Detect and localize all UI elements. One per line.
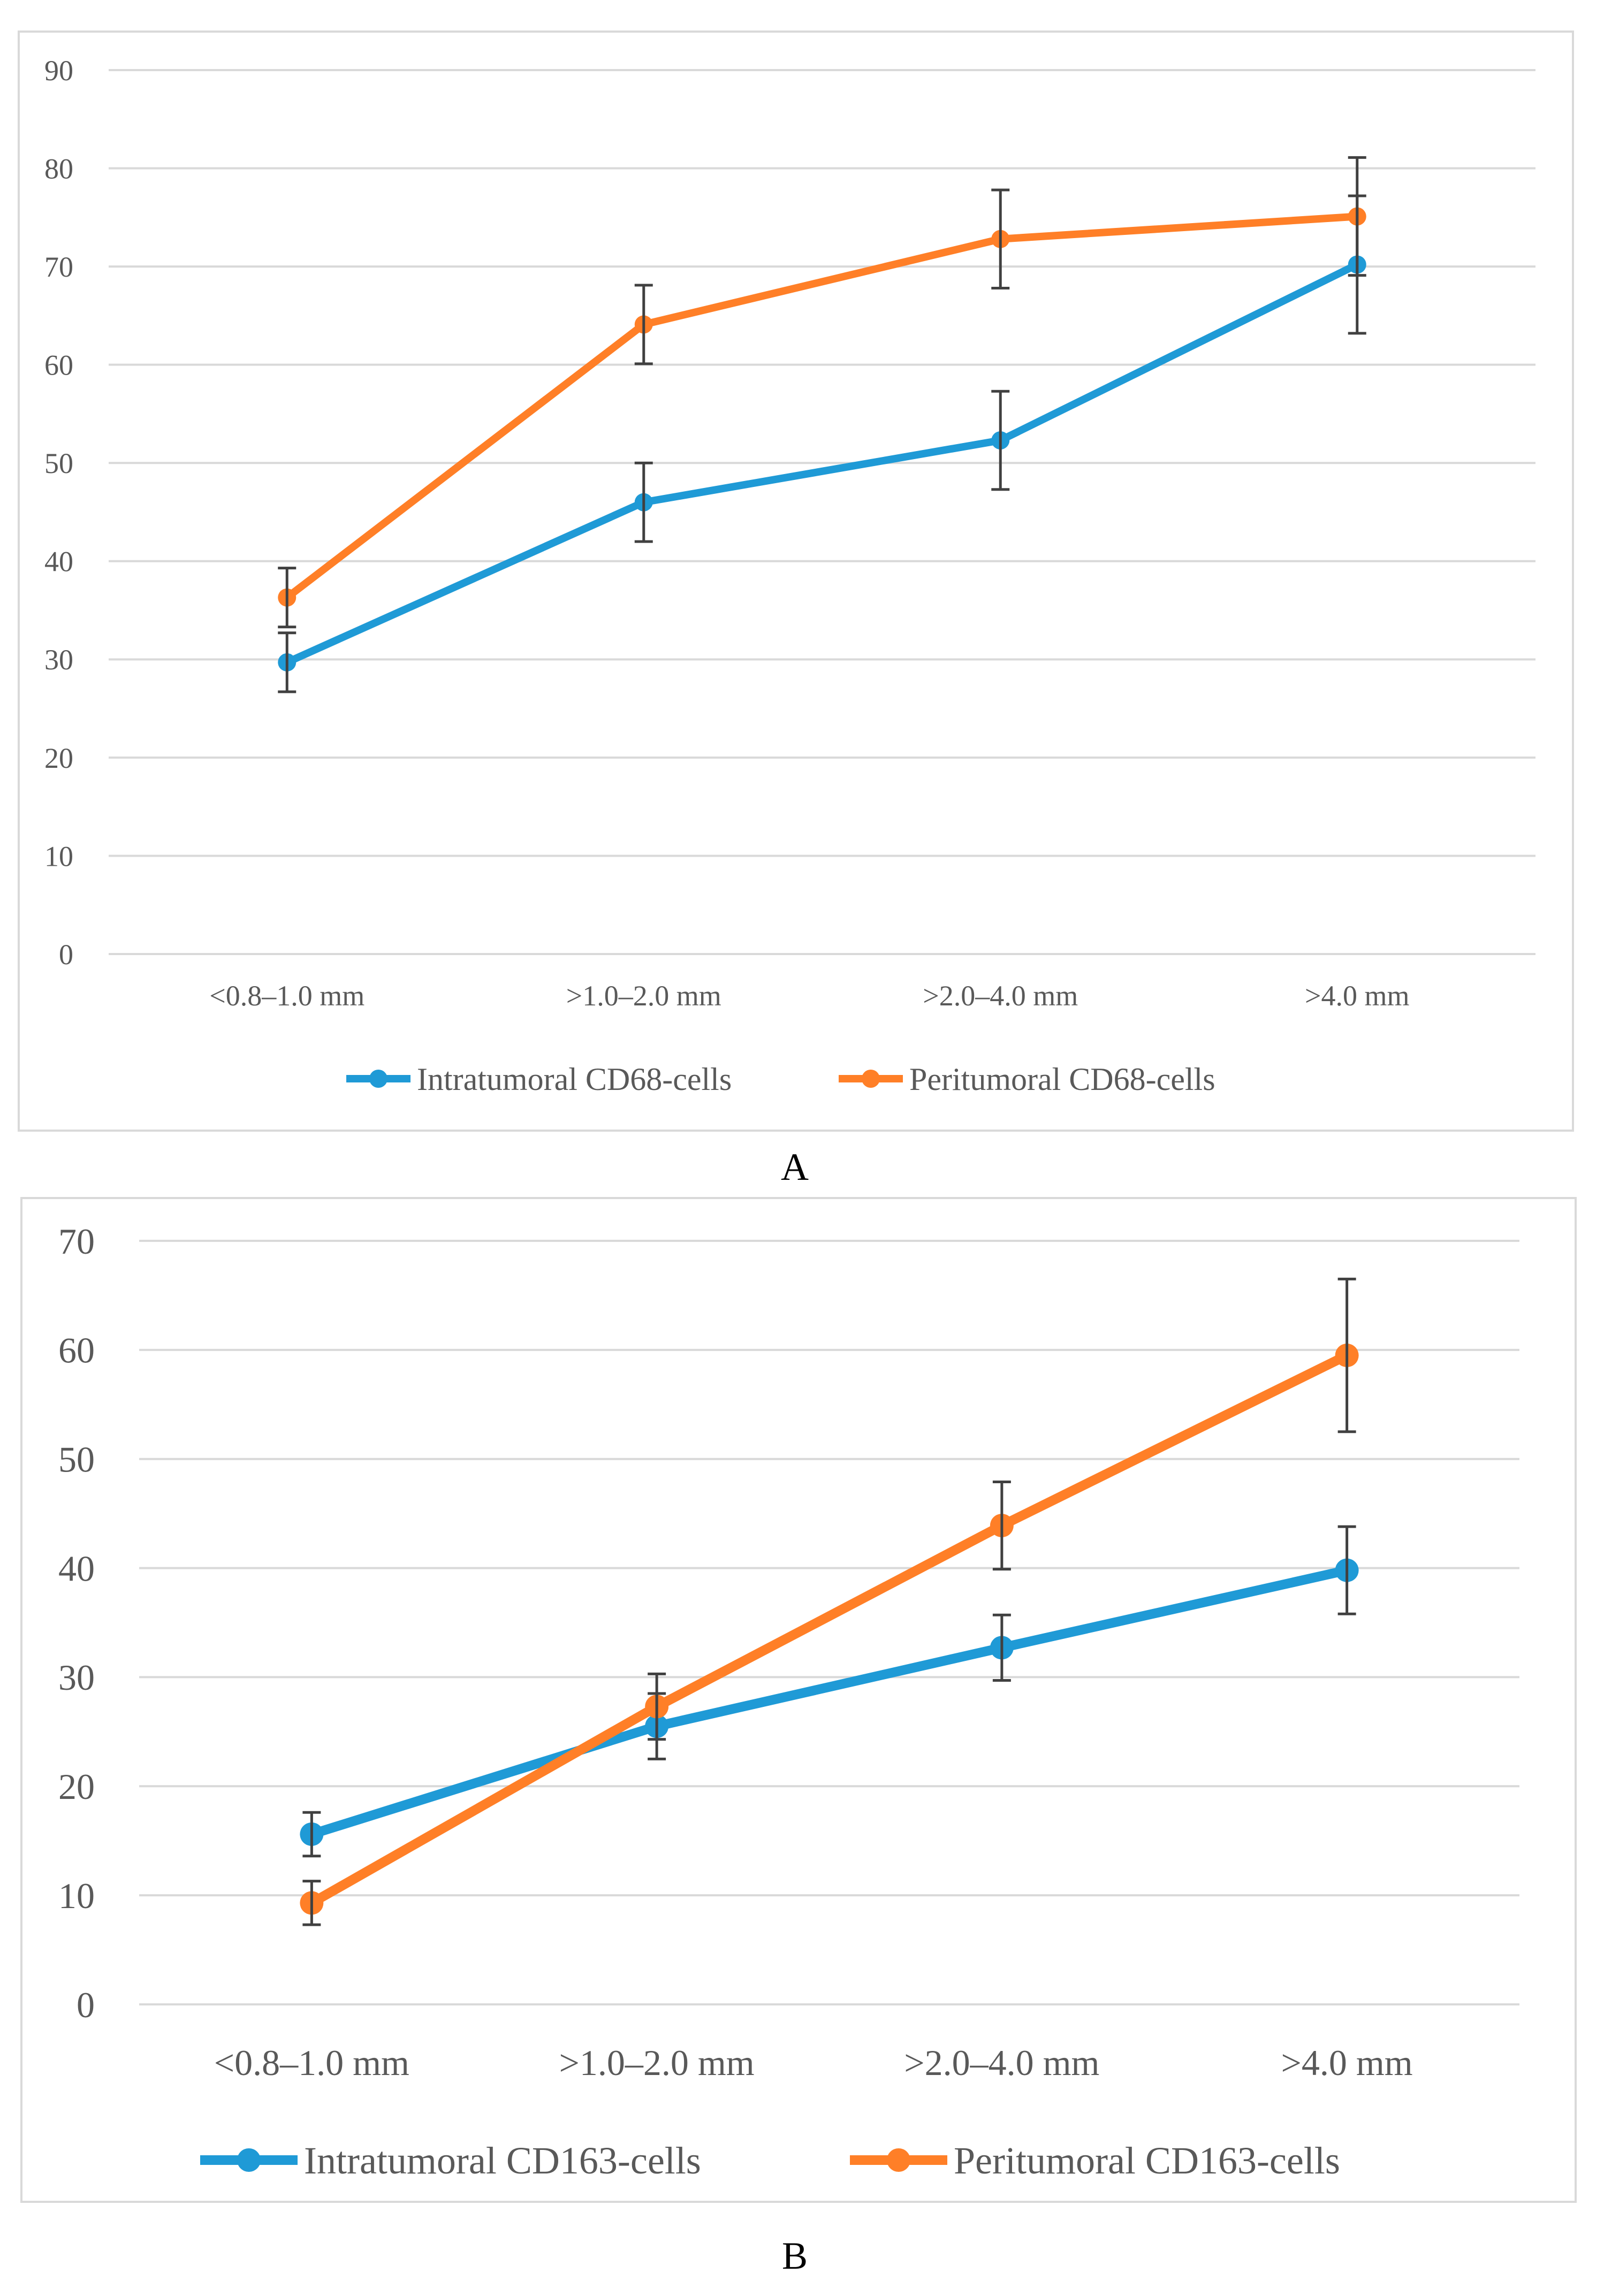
x-tick-label: >2.0–4.0 mm: [923, 980, 1078, 1012]
legend-marker: [887, 2148, 910, 2172]
legend-entry-1: Intratumoral CD68-cells: [346, 1062, 732, 1097]
y-tick-label: 60: [44, 349, 73, 382]
y-tick-label: 0: [77, 1985, 95, 2025]
x-tick-label: <0.8–1.0 mm: [214, 2042, 409, 2083]
legend-entry-2: Peritumoral CD68-cells: [839, 1062, 1215, 1097]
error-bar: [302, 1880, 321, 1926]
y-tick-label: 40: [44, 546, 73, 578]
legend-label: Peritumoral CD68-cells: [909, 1062, 1215, 1097]
panel-label-a: A: [781, 1146, 809, 1188]
y-tick-label: 70: [58, 1221, 95, 1262]
y-tick-label: 20: [58, 1766, 95, 1807]
error-bar: [278, 567, 297, 629]
y-tick-label: 30: [58, 1657, 95, 1698]
y-tick-label: 60: [58, 1330, 95, 1371]
y-tick-label: 50: [44, 447, 73, 479]
series-line-2: [309, 1351, 1349, 1908]
legend-entry-2: Peritumoral CD163-cells: [850, 2139, 1340, 2182]
error-bar: [991, 390, 1010, 491]
y-tick-label: 20: [44, 742, 73, 774]
error-bar: [278, 631, 297, 693]
error-bar: [1348, 156, 1366, 277]
legend-label: Intratumoral CD163-cells: [304, 2139, 701, 2182]
legend-entry-1: Intratumoral CD163-cells: [200, 2139, 701, 2182]
error-bar: [1337, 1525, 1356, 1615]
y-tick-label: 80: [44, 152, 73, 185]
chart-b-svg: 0 10 20 30 40 50 60 70 <0.8–1.0 mm >1.0–2.0 mm >2.…: [58, 1221, 1519, 2182]
y-tick-label: 90: [44, 55, 73, 87]
y-tick-label: 10: [44, 840, 73, 872]
legend-marker: [369, 1070, 387, 1088]
x-tick-label: >4.0 mm: [1281, 2042, 1413, 2083]
chart-a-svg: 0 10 20 30 40 50 60 70 80 90 <0.8–1.0 mm >1.0–2.0 m…: [44, 55, 1535, 1097]
error-bar: [991, 188, 1010, 289]
y-tick-label: 70: [44, 251, 73, 283]
legend-label: Intratumoral CD68-cells: [417, 1062, 732, 1097]
error-bar: [634, 461, 653, 543]
chart-panel-b: 0 10 20 30 40 50 60 70 <0.8–1.0 mm >1.0–2.0 mm >2.…: [20, 1197, 1577, 2203]
y-tick-label: 40: [58, 1548, 95, 1589]
x-tick-label: <0.8–1.0 mm: [209, 980, 364, 1012]
y-tick-label: 30: [44, 644, 73, 676]
error-bar: [302, 1811, 321, 1858]
x-tick-label: >1.0–2.0 mm: [559, 2042, 755, 2083]
y-tick-label: 10: [58, 1875, 95, 1916]
error-bar: [634, 284, 653, 365]
y-tick-label: 0: [59, 939, 73, 971]
series-line-1: [285, 261, 1359, 666]
y-tick-label: 50: [58, 1439, 95, 1480]
error-bar: [1337, 1277, 1356, 1433]
error-bar: [648, 1672, 666, 1741]
x-tick-label: >4.0 mm: [1305, 980, 1409, 1012]
x-tick-label: >2.0–4.0 mm: [904, 2042, 1099, 2083]
chart-panel-a: 0 10 20 30 40 50 60 70 80 90 <0.8–1.0 mm >1.0–2.0 m…: [18, 30, 1574, 1132]
panel-label-b: B: [781, 2234, 808, 2277]
legend-marker: [237, 2148, 261, 2172]
series-line-2: [284, 212, 1358, 601]
x-tick-label: >1.0–2.0 mm: [566, 980, 721, 1012]
error-bar: [992, 1613, 1011, 1682]
legend-label: Peritumoral CD163-cells: [954, 2139, 1340, 2182]
error-bar: [992, 1481, 1011, 1571]
series-line-1: [310, 1565, 1348, 1839]
legend-marker: [862, 1070, 880, 1088]
